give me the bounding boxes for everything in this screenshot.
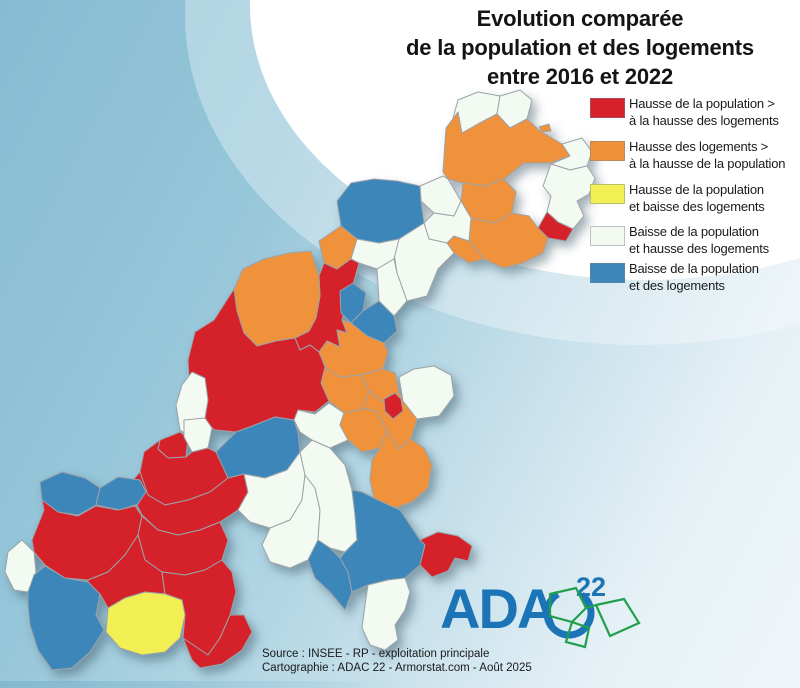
source-line: Source : INSEE - RP - exploitation princ… xyxy=(262,648,490,660)
legend-swatch-orange xyxy=(590,141,625,161)
source-credits: Source : INSEE - RP - exploitation princ… xyxy=(262,647,532,675)
legend-label: Baisse de la population et des logements xyxy=(629,261,800,294)
title-line: de la population et des logements xyxy=(406,35,754,60)
page-title: Evolution comparée de la population et d… xyxy=(380,4,780,91)
department-outline-icon xyxy=(548,586,641,649)
communes-layer xyxy=(4,89,596,671)
legend-swatch-pale xyxy=(590,226,625,246)
commune-polygon-pale xyxy=(361,577,411,651)
legend-label: Baisse de la population et hausse des lo… xyxy=(629,224,800,257)
legend-swatch-blue xyxy=(590,263,625,283)
commune-polygon-orange xyxy=(233,250,321,347)
legend-label-line: et baisse des logements xyxy=(629,198,765,214)
legend-swatch-yellow xyxy=(590,184,625,204)
commune-polygon-pale xyxy=(542,163,596,230)
bottom-shore-strip xyxy=(0,681,520,688)
commune-polygon-pale xyxy=(183,417,213,453)
title-line: entre 2016 et 2022 xyxy=(487,64,673,89)
commune-polygon-orange xyxy=(538,123,552,133)
commune-polygon-blue xyxy=(27,565,105,671)
commune-polygon-yellow xyxy=(105,591,186,656)
logo-text-ada: ADA xyxy=(440,577,556,640)
legend-label-line: à la hausse de la population xyxy=(629,155,786,171)
commune-polygon-pale xyxy=(398,365,455,420)
adac-logo: ADA 22 xyxy=(438,566,668,661)
commune-polygon-pale xyxy=(419,175,462,217)
commune-polygon-red xyxy=(182,614,253,669)
commune-polygon-blue xyxy=(95,476,147,511)
legend-label: Hausse de la population > à la hausse de… xyxy=(629,96,800,129)
adac-logo-svg: ADA 22 xyxy=(440,572,641,649)
legend-swatch-red xyxy=(590,98,625,118)
legend-label-line: Hausse de la population > xyxy=(629,96,775,111)
title-line: Evolution comparée xyxy=(476,6,684,31)
legend-label-line: Baisse de la population xyxy=(629,261,759,276)
legend: Hausse de la population > à la hausse de… xyxy=(588,0,800,300)
commune-polygon-orange xyxy=(369,430,433,516)
source-line: Cartographie : ADAC 22 - Armorstat.com -… xyxy=(262,662,532,674)
legend-label: Hausse des logements > à la hausse de la… xyxy=(629,139,800,172)
commune-polygon-red xyxy=(187,288,330,433)
commune-polygon-red xyxy=(419,531,473,578)
legend-label-line: et hausse des logements xyxy=(629,240,769,256)
commune-polygon-blue xyxy=(307,539,353,611)
commune-polygon-red xyxy=(383,392,404,420)
legend-label-line: Hausse de la population xyxy=(629,182,764,197)
legend-label-line: Hausse des logements > xyxy=(629,139,769,154)
legend-label: Hausse de la population et baisse des lo… xyxy=(629,182,800,215)
legend-label-line: à la hausse des logements xyxy=(629,112,779,128)
legend-label-line: Baisse de la population xyxy=(629,224,759,239)
legend-label-line: et des logements xyxy=(629,277,725,293)
